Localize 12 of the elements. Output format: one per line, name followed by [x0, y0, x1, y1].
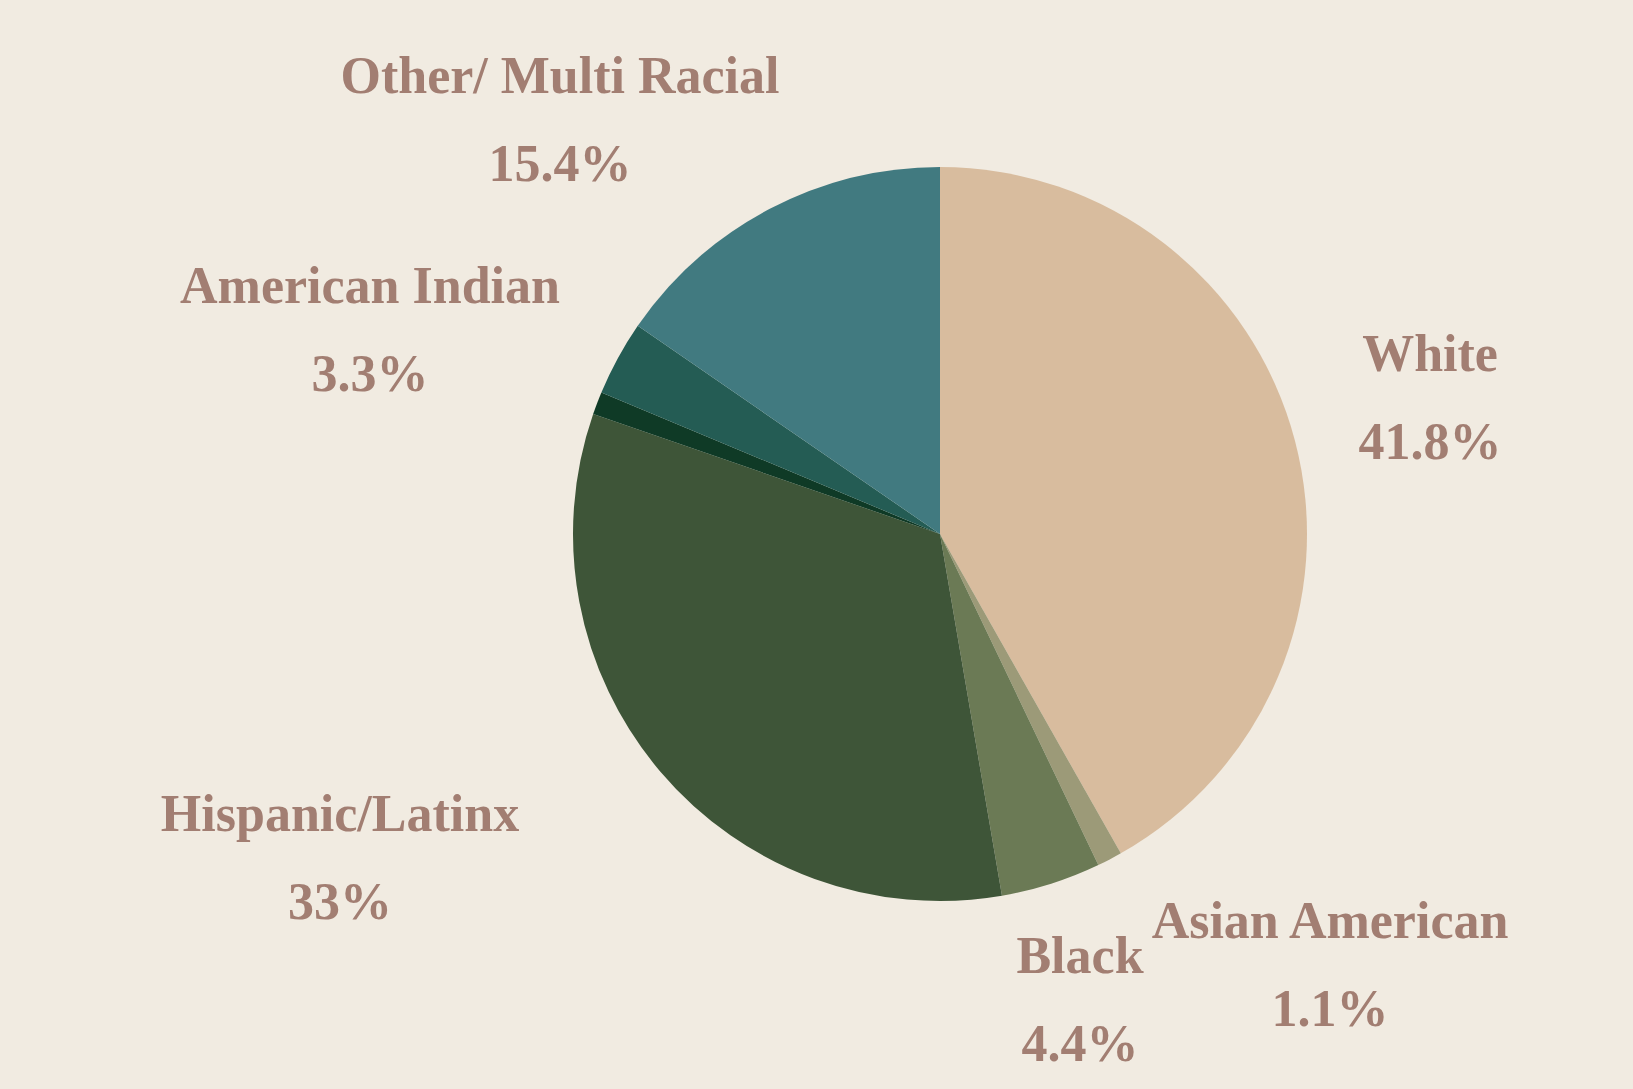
data-label: 41.8% — [1358, 413, 1502, 471]
slice-label: White — [1362, 325, 1498, 383]
slice-label: Hispanic/Latinx — [160, 785, 520, 843]
data-label: 4.4% — [1021, 1015, 1139, 1073]
slice-label: American Indian — [180, 257, 561, 315]
slice-label: Other/ Multi Racial — [340, 47, 780, 105]
data-label: 1.1% — [1271, 980, 1389, 1038]
slice-label: Asian American — [1151, 892, 1509, 950]
slice-label: Black — [1016, 927, 1144, 985]
data-label: 3.3% — [311, 345, 429, 403]
data-label: 33% — [288, 873, 392, 931]
data-label: 15.4% — [488, 135, 632, 193]
